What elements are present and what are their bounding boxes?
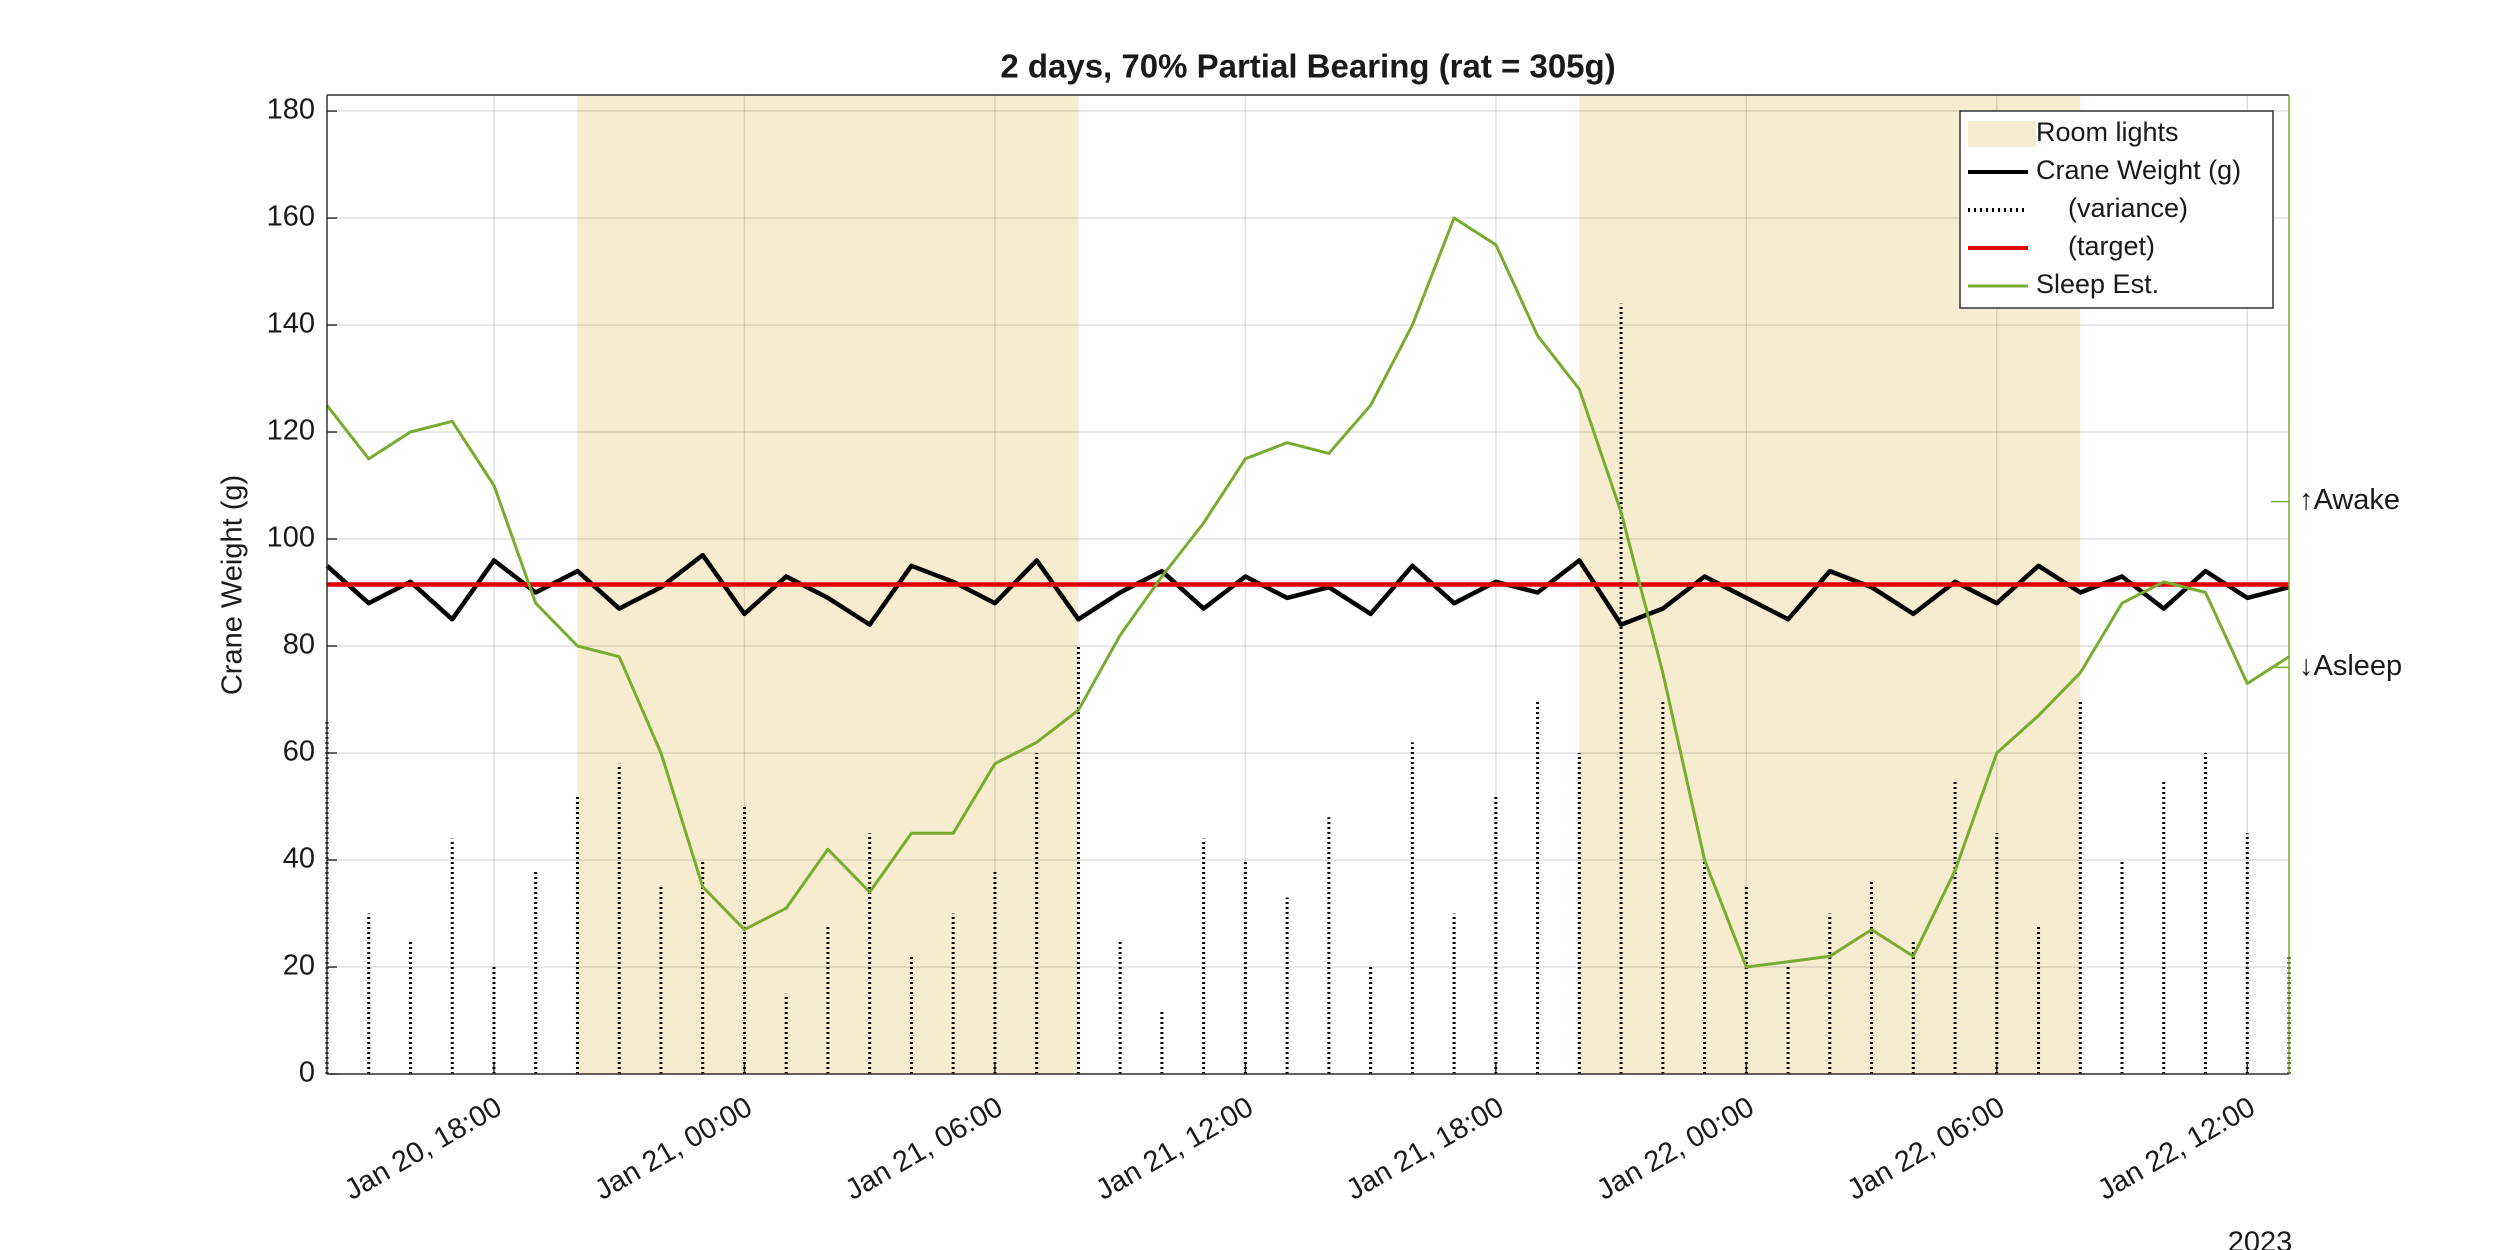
legend-swatch	[1968, 121, 2036, 147]
legend-label: (target)	[2068, 231, 2155, 261]
y-tick-label: 120	[267, 415, 315, 447]
y-tick-label: 80	[283, 629, 315, 661]
year-label: 2023	[2228, 1227, 2293, 1250]
chart-title: 2 days, 70% Partial Bearing (rat = 305g)	[1000, 48, 1615, 85]
y-tick-label: 60	[283, 736, 315, 768]
y-tick-label: 160	[267, 201, 315, 233]
x-tick-label: Jan 21, 00:00	[590, 1091, 758, 1207]
x-tick-label: Jan 22, 00:00	[1591, 1091, 1759, 1207]
y-tick-label: 180	[267, 94, 315, 126]
y-tick-label: 100	[267, 522, 315, 554]
x-tick-label: Jan 21, 06:00	[840, 1091, 1008, 1207]
y-tick-label: 0	[299, 1057, 315, 1089]
legend-label: (variance)	[2068, 193, 2188, 223]
legend-label: Room lights	[2036, 117, 2179, 147]
y2-tick-label: ↓Asleep	[2299, 650, 2402, 682]
y2-tick-label: ↑Awake	[2299, 484, 2400, 516]
y-tick-label: 20	[283, 950, 315, 982]
x-tick-label: Jan 20, 18:00	[339, 1091, 507, 1207]
y-axis-label: Crane Weight (g)	[217, 475, 249, 695]
x-tick-label: Jan 22, 06:00	[1842, 1091, 2010, 1207]
y-tick-label: 40	[283, 843, 315, 875]
x-tick-label: Jan 22, 12:00	[2092, 1091, 2260, 1207]
legend-label: Sleep Est.	[2036, 269, 2159, 299]
series-line	[325, 216, 2290, 969]
y-tick-label: 140	[267, 308, 315, 340]
x-tick-label: Jan 21, 12:00	[1090, 1091, 1258, 1207]
x-tick-label: Jan 21, 18:00	[1341, 1091, 1509, 1207]
legend-label: Crane Weight (g)	[2036, 155, 2241, 185]
